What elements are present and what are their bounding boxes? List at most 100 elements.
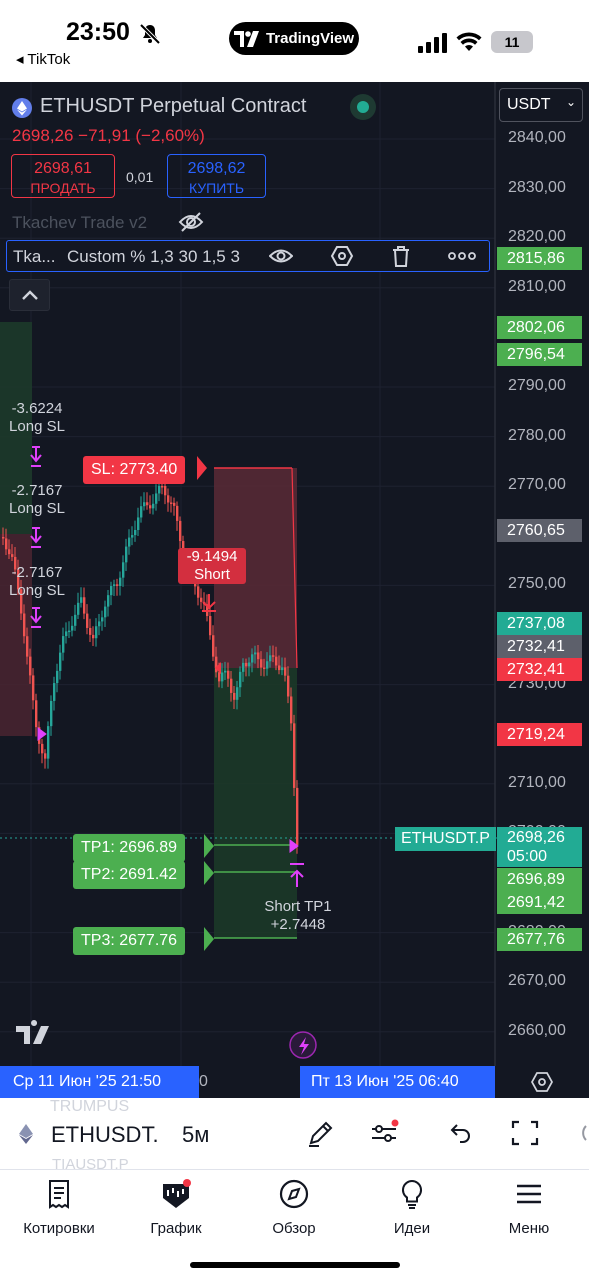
price-badge-2760: 2760,65 [497,519,582,542]
status-bar: 23:50 ◂ TikTok TradingView 11 [0,0,589,82]
drawing-pen-icon[interactable] [306,1118,336,1148]
chevron-down-icon: ⌄ [566,95,577,109]
tp1-tag[interactable]: TP1: 2696.89 [73,834,186,862]
bottom-navigation: Котировки График Обзор Идеи Меню [0,1170,589,1280]
status-time: 23:50 [66,18,130,46]
collapse-legend-button[interactable] [9,279,50,311]
menu-icon [517,1184,541,1204]
market-open-indicator [350,94,376,120]
bar-countdown: 05:00 [507,848,548,865]
price-tick: 2670,00 [508,972,566,990]
nav-quotes[interactable]: Котировки [4,1178,114,1237]
indicators-icon[interactable] [369,1118,399,1148]
bulb-icon [401,1179,423,1209]
fullscreen-icon[interactable] [510,1118,540,1148]
price-badge-2815: 2815,86 [497,247,582,270]
nav-ideas[interactable]: Идеи [357,1178,467,1237]
price-tick: 2820,00 [508,228,566,246]
nav-chart[interactable]: График [121,1178,231,1237]
sell-button[interactable]: 2698,61 ПРОДАТЬ [11,154,115,198]
sell-price: 2698,61 [34,160,92,177]
short-tp-zone [214,668,297,938]
indicator-short-name: Tka... [13,247,56,266]
buy-price: 2698,62 [187,160,246,177]
back-to-app-link[interactable]: ◂ TikTok [16,51,71,68]
chart-icon [163,1179,191,1208]
price-badge-2691: 2691,42 [497,891,582,914]
trash-icon[interactable] [389,245,413,267]
sell-label: ПРОДАТЬ [30,180,96,196]
buy-label: КУПИТЬ [188,180,245,196]
price-badge-2802: 2802,06 [497,316,582,339]
tp2-tag[interactable]: TP2: 2691.42 [73,861,186,889]
currency-value: USDT [507,96,551,113]
buy-button[interactable]: 2698,62 КУПИТЬ [167,154,266,198]
price-badge-2732-red: 2732,41 [497,658,582,681]
settings-hexagon-icon[interactable] [330,245,354,267]
crosshair-date-left: Ср 11 Июн '25 21:50 [0,1066,199,1098]
hidden-indicator-name: Tkachev Trade v2 [12,213,148,232]
bell-muted-icon [139,23,161,45]
more-icon[interactable] [447,245,477,267]
battery-indicator: 11 [491,31,533,53]
compass-icon [279,1179,309,1209]
price-chart-canvas[interactable] [0,82,589,1098]
price-badge-2737: 2737,08 [497,612,582,635]
long-sl-2-label: -2.7167 Long SL [9,482,65,517]
indicator-legend-row[interactable]: Tka... Custom % 1,3 30 1,5 3 [6,240,490,272]
crosshair-date-right: Пт 13 Июн '25 06:40 [300,1066,495,1098]
wifi-icon [456,32,482,51]
eye-off-icon[interactable] [178,210,204,234]
short-tp1-label: Short TP1 +2.7448 [264,898,332,933]
price-tick: 2710,00 [508,773,566,791]
price-badge-2719: 2719,24 [497,723,582,746]
home-indicator [190,1262,400,1268]
tp3-tag[interactable]: TP3: 2677.76 [73,927,186,955]
quotes-icon [49,1180,69,1209]
current-price: 2698,26 [507,829,565,846]
price-tick: 2790,00 [508,377,566,394]
eth-logo-icon [19,1124,33,1144]
cellular-signal-icon [418,33,447,53]
long-zone-green [0,322,32,534]
currency-dropdown[interactable]: USDT ⌄ [499,88,583,122]
long-sl-3-label: -2.7167 Long SL [9,564,65,599]
nav-menu[interactable]: Меню [474,1178,584,1237]
spread-value: 0,01 [126,169,154,185]
long-sl-1-label: -3.6224 Long SL [9,400,65,435]
trade-markers [30,446,304,887]
symbol-title[interactable]: ETHUSDT Perpetual Contract [40,95,307,117]
price-tick: 2780,00 [508,426,566,444]
indicator-params: Custom % 1,3 30 1,5 3 [67,247,240,266]
price-tick: 2750,00 [508,575,566,593]
price-tick: 2660,00 [508,1021,566,1039]
symbol-price-tag: ETHUSDT.P [395,827,496,851]
more-tools-icon[interactable] [578,1118,589,1148]
undo-icon[interactable] [445,1118,475,1148]
price-badge-2732-gray: 2732,41 [497,635,582,658]
price-badge-2677: 2677,76 [497,928,582,951]
price-tick: 2830,00 [508,178,566,196]
short-entry-marker [202,594,216,612]
eye-icon[interactable] [269,245,293,267]
interval-selector[interactable]: 5м [182,1122,210,1147]
symbol-toolbar: TRUMPUS ETHUSDT. 5м TIAUSDT.P [0,1098,589,1173]
tradingview-logo-icon [233,30,259,47]
current-price-badge: 2698,26 05:00 [497,827,582,867]
chevron-up-icon [21,290,38,300]
price-badge-2696: 2696,89 [497,868,582,891]
eth-coin-icon [12,98,32,118]
time-axis-tick: 0 [199,1073,208,1090]
price-badge-2796: 2796,54 [497,343,582,366]
symbol-selector[interactable]: ETHUSDT. [51,1122,159,1147]
price-tick: 2840,00 [508,129,566,146]
last-price-change: 2698,26 −71,91 (−2,60%) [12,126,205,145]
tradingview-pill-text: TradingView [265,30,355,47]
tradingview-watermark-icon [16,1020,49,1044]
chart-area[interactable]: ETHUSDT Perpetual Contract 2698,26 −71,9… [0,82,589,1098]
nav-overview[interactable]: Обзор [239,1178,349,1237]
ghost-symbol-top: TRUMPUS [50,1098,130,1115]
chart-settings-icon[interactable] [531,1071,553,1093]
sl-tag[interactable]: SL: 2773.40 [83,456,186,484]
ghost-symbol-bottom: TIAUSDT.P [52,1156,129,1173]
